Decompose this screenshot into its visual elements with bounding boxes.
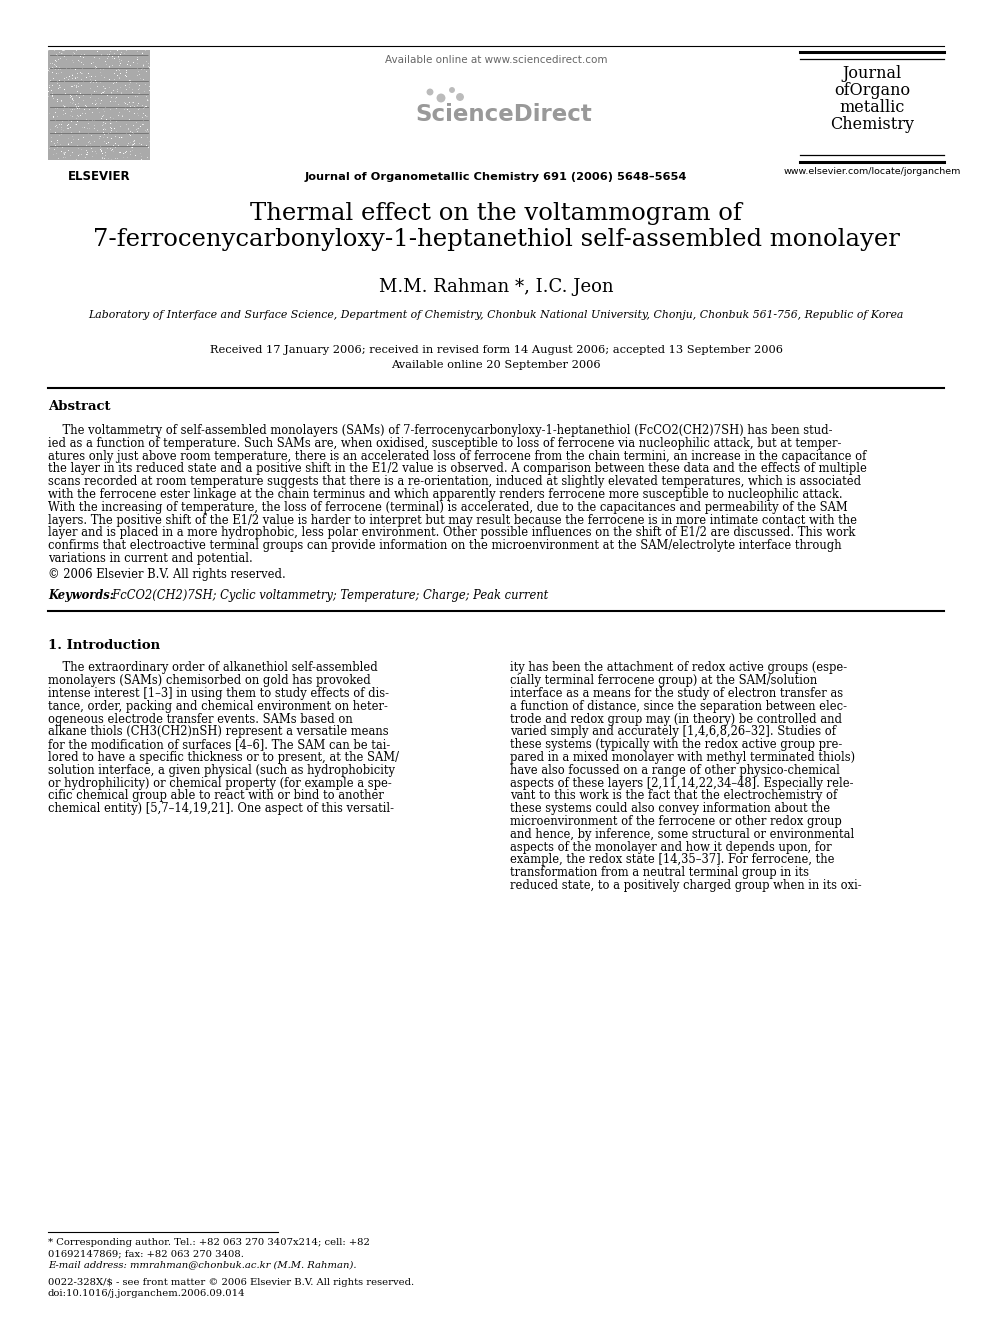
Text: scans recorded at room temperature suggests that there is a re-orientation, indu: scans recorded at room temperature sugge… — [48, 475, 861, 488]
Text: microenvironment of the ferrocene or other redox group: microenvironment of the ferrocene or oth… — [510, 815, 842, 828]
Text: cially terminal ferrocene group) at the SAM/solution: cially terminal ferrocene group) at the … — [510, 675, 817, 687]
Bar — [48, 50, 150, 160]
Text: cific chemical group able to react with or bind to another: cific chemical group able to react with … — [48, 790, 384, 803]
Text: for the modification of surfaces [4–6]. The SAM can be tai-: for the modification of surfaces [4–6]. … — [48, 738, 390, 751]
Text: Journal: Journal — [842, 65, 902, 82]
Text: atures only just above room temperature, there is an accelerated loss of ferroce: atures only just above room temperature,… — [48, 450, 866, 463]
Text: Keywords:: Keywords: — [48, 589, 114, 602]
Text: ScienceDirect: ScienceDirect — [416, 103, 592, 126]
Text: M.M. Rahman *, I.C. Jeon: M.M. Rahman *, I.C. Jeon — [379, 278, 613, 296]
Text: interface as a means for the study of electron transfer as: interface as a means for the study of el… — [510, 687, 843, 700]
Text: variations in current and potential.: variations in current and potential. — [48, 552, 253, 565]
Text: metallic: metallic — [839, 99, 905, 116]
Text: © 2006 Elsevier B.V. All rights reserved.: © 2006 Elsevier B.V. All rights reserved… — [48, 568, 286, 581]
Text: * Corresponding author. Tel.: +82 063 270 3407x214; cell: +82: * Corresponding author. Tel.: +82 063 27… — [48, 1238, 370, 1248]
Text: ity has been the attachment of redox active groups (espe-: ity has been the attachment of redox act… — [510, 662, 847, 675]
Text: or hydrophilicity) or chemical property (for example a spe-: or hydrophilicity) or chemical property … — [48, 777, 392, 790]
Text: The extraordinary order of alkanethiol self-assembled: The extraordinary order of alkanethiol s… — [48, 662, 378, 675]
Text: transformation from a neutral terminal group in its: transformation from a neutral terminal g… — [510, 867, 809, 880]
Text: aspects of the monolayer and how it depends upon, for: aspects of the monolayer and how it depe… — [510, 840, 831, 853]
Text: The voltammetry of self-assembled monolayers (SAMs) of 7-ferrocenycarbonyloxy-1-: The voltammetry of self-assembled monola… — [48, 423, 832, 437]
Text: varied simply and accurately [1,4,6,8,26–32]. Studies of: varied simply and accurately [1,4,6,8,26… — [510, 725, 836, 738]
Text: Abstract: Abstract — [48, 400, 110, 413]
Circle shape — [456, 94, 463, 101]
Text: example, the redox state [14,35–37]. For ferrocene, the: example, the redox state [14,35–37]. For… — [510, 853, 834, 867]
Text: Chemistry: Chemistry — [830, 116, 914, 134]
Text: Received 17 January 2006; received in revised form 14 August 2006; accepted 13 S: Received 17 January 2006; received in re… — [209, 345, 783, 355]
Circle shape — [449, 87, 454, 93]
Text: Journal of Organometallic Chemistry 691 (2006) 5648–5654: Journal of Organometallic Chemistry 691 … — [305, 172, 687, 183]
Text: 7-ferrocenycarbonyloxy-1-heptanethiol self-assembled monolayer: 7-ferrocenycarbonyloxy-1-heptanethiol se… — [92, 228, 900, 251]
Text: solution interface, a given physical (such as hydrophobicity: solution interface, a given physical (su… — [48, 763, 395, 777]
Text: Thermal effect on the voltammogram of: Thermal effect on the voltammogram of — [250, 202, 742, 225]
Text: the layer in its reduced state and a positive shift in the E1/2 value is observe: the layer in its reduced state and a pos… — [48, 463, 867, 475]
Text: lored to have a specific thickness or to present, at the SAM/: lored to have a specific thickness or to… — [48, 751, 399, 763]
Text: layer and is placed in a more hydrophobic, less polar environment. Other possibl: layer and is placed in a more hydrophobi… — [48, 527, 855, 540]
Text: tance, order, packing and chemical environment on heter-: tance, order, packing and chemical envir… — [48, 700, 388, 713]
Text: these systems could also convey information about the: these systems could also convey informat… — [510, 802, 830, 815]
Text: have also focussed on a range of other physico-chemical: have also focussed on a range of other p… — [510, 763, 840, 777]
Text: a function of distance, since the separation between elec-: a function of distance, since the separa… — [510, 700, 847, 713]
Text: these systems (typically with the redox active group pre-: these systems (typically with the redox … — [510, 738, 842, 751]
Text: Laboratory of Interface and Surface Science, Department of Chemistry, Chonbuk Na: Laboratory of Interface and Surface Scie… — [88, 310, 904, 320]
Text: aspects of these layers [2,11,14,22,34–48]. Especially rele-: aspects of these layers [2,11,14,22,34–4… — [510, 777, 853, 790]
Text: and hence, by inference, some structural or environmental: and hence, by inference, some structural… — [510, 828, 854, 841]
Text: www.elsevier.com/locate/jorganchem: www.elsevier.com/locate/jorganchem — [784, 167, 960, 176]
Text: FcCO2(CH2)7SH; Cyclic voltammetry; Temperature; Charge; Peak current: FcCO2(CH2)7SH; Cyclic voltammetry; Tempe… — [105, 589, 549, 602]
Text: doi:10.1016/j.jorganchem.2006.09.014: doi:10.1016/j.jorganchem.2006.09.014 — [48, 1289, 246, 1298]
Text: With the increasing of temperature, the loss of ferrocene (terminal) is accelera: With the increasing of temperature, the … — [48, 501, 848, 513]
Text: 01692147869; fax: +82 063 270 3408.: 01692147869; fax: +82 063 270 3408. — [48, 1249, 244, 1258]
Text: ELSEVIER: ELSEVIER — [67, 169, 130, 183]
Text: confirms that electroactive terminal groups can provide information on the micro: confirms that electroactive terminal gro… — [48, 540, 841, 552]
Text: 1. Introduction: 1. Introduction — [48, 639, 160, 652]
Text: E-mail address: mmrahman@chonbuk.ac.kr (M.M. Rahman).: E-mail address: mmrahman@chonbuk.ac.kr (… — [48, 1259, 356, 1269]
Text: with the ferrocene ester linkage at the chain terminus and which apparently rend: with the ferrocene ester linkage at the … — [48, 488, 842, 501]
Text: monolayers (SAMs) chemisorbed on gold has provoked: monolayers (SAMs) chemisorbed on gold ha… — [48, 675, 371, 687]
Text: layers. The positive shift of the E1/2 value is harder to interpret but may resu: layers. The positive shift of the E1/2 v… — [48, 513, 857, 527]
Text: pared in a mixed monolayer with methyl terminated thiols): pared in a mixed monolayer with methyl t… — [510, 751, 855, 763]
Circle shape — [437, 94, 444, 102]
Text: reduced state, to a positively charged group when in its oxi-: reduced state, to a positively charged g… — [510, 878, 862, 892]
Text: intense interest [1–3] in using them to study effects of dis-: intense interest [1–3] in using them to … — [48, 687, 389, 700]
Text: trode and redox group may (in theory) be controlled and: trode and redox group may (in theory) be… — [510, 713, 842, 725]
Text: Available online 20 September 2006: Available online 20 September 2006 — [391, 360, 601, 370]
Text: ofOrgano: ofOrgano — [834, 82, 910, 99]
Text: 0022-328X/$ - see front matter © 2006 Elsevier B.V. All rights reserved.: 0022-328X/$ - see front matter © 2006 El… — [48, 1278, 414, 1287]
Text: Available online at www.sciencedirect.com: Available online at www.sciencedirect.co… — [385, 56, 607, 65]
Text: ogeneous electrode transfer events. SAMs based on: ogeneous electrode transfer events. SAMs… — [48, 713, 353, 725]
Text: alkane thiols (CH3(CH2)nSH) represent a versatile means: alkane thiols (CH3(CH2)nSH) represent a … — [48, 725, 389, 738]
Text: ied as a function of temperature. Such SAMs are, when oxidised, susceptible to l: ied as a function of temperature. Such S… — [48, 437, 841, 450]
Text: chemical entity) [5,7–14,19,21]. One aspect of this versatil-: chemical entity) [5,7–14,19,21]. One asp… — [48, 802, 394, 815]
Text: vant to this work is the fact that the electrochemistry of: vant to this work is the fact that the e… — [510, 790, 837, 803]
Circle shape — [428, 89, 433, 95]
